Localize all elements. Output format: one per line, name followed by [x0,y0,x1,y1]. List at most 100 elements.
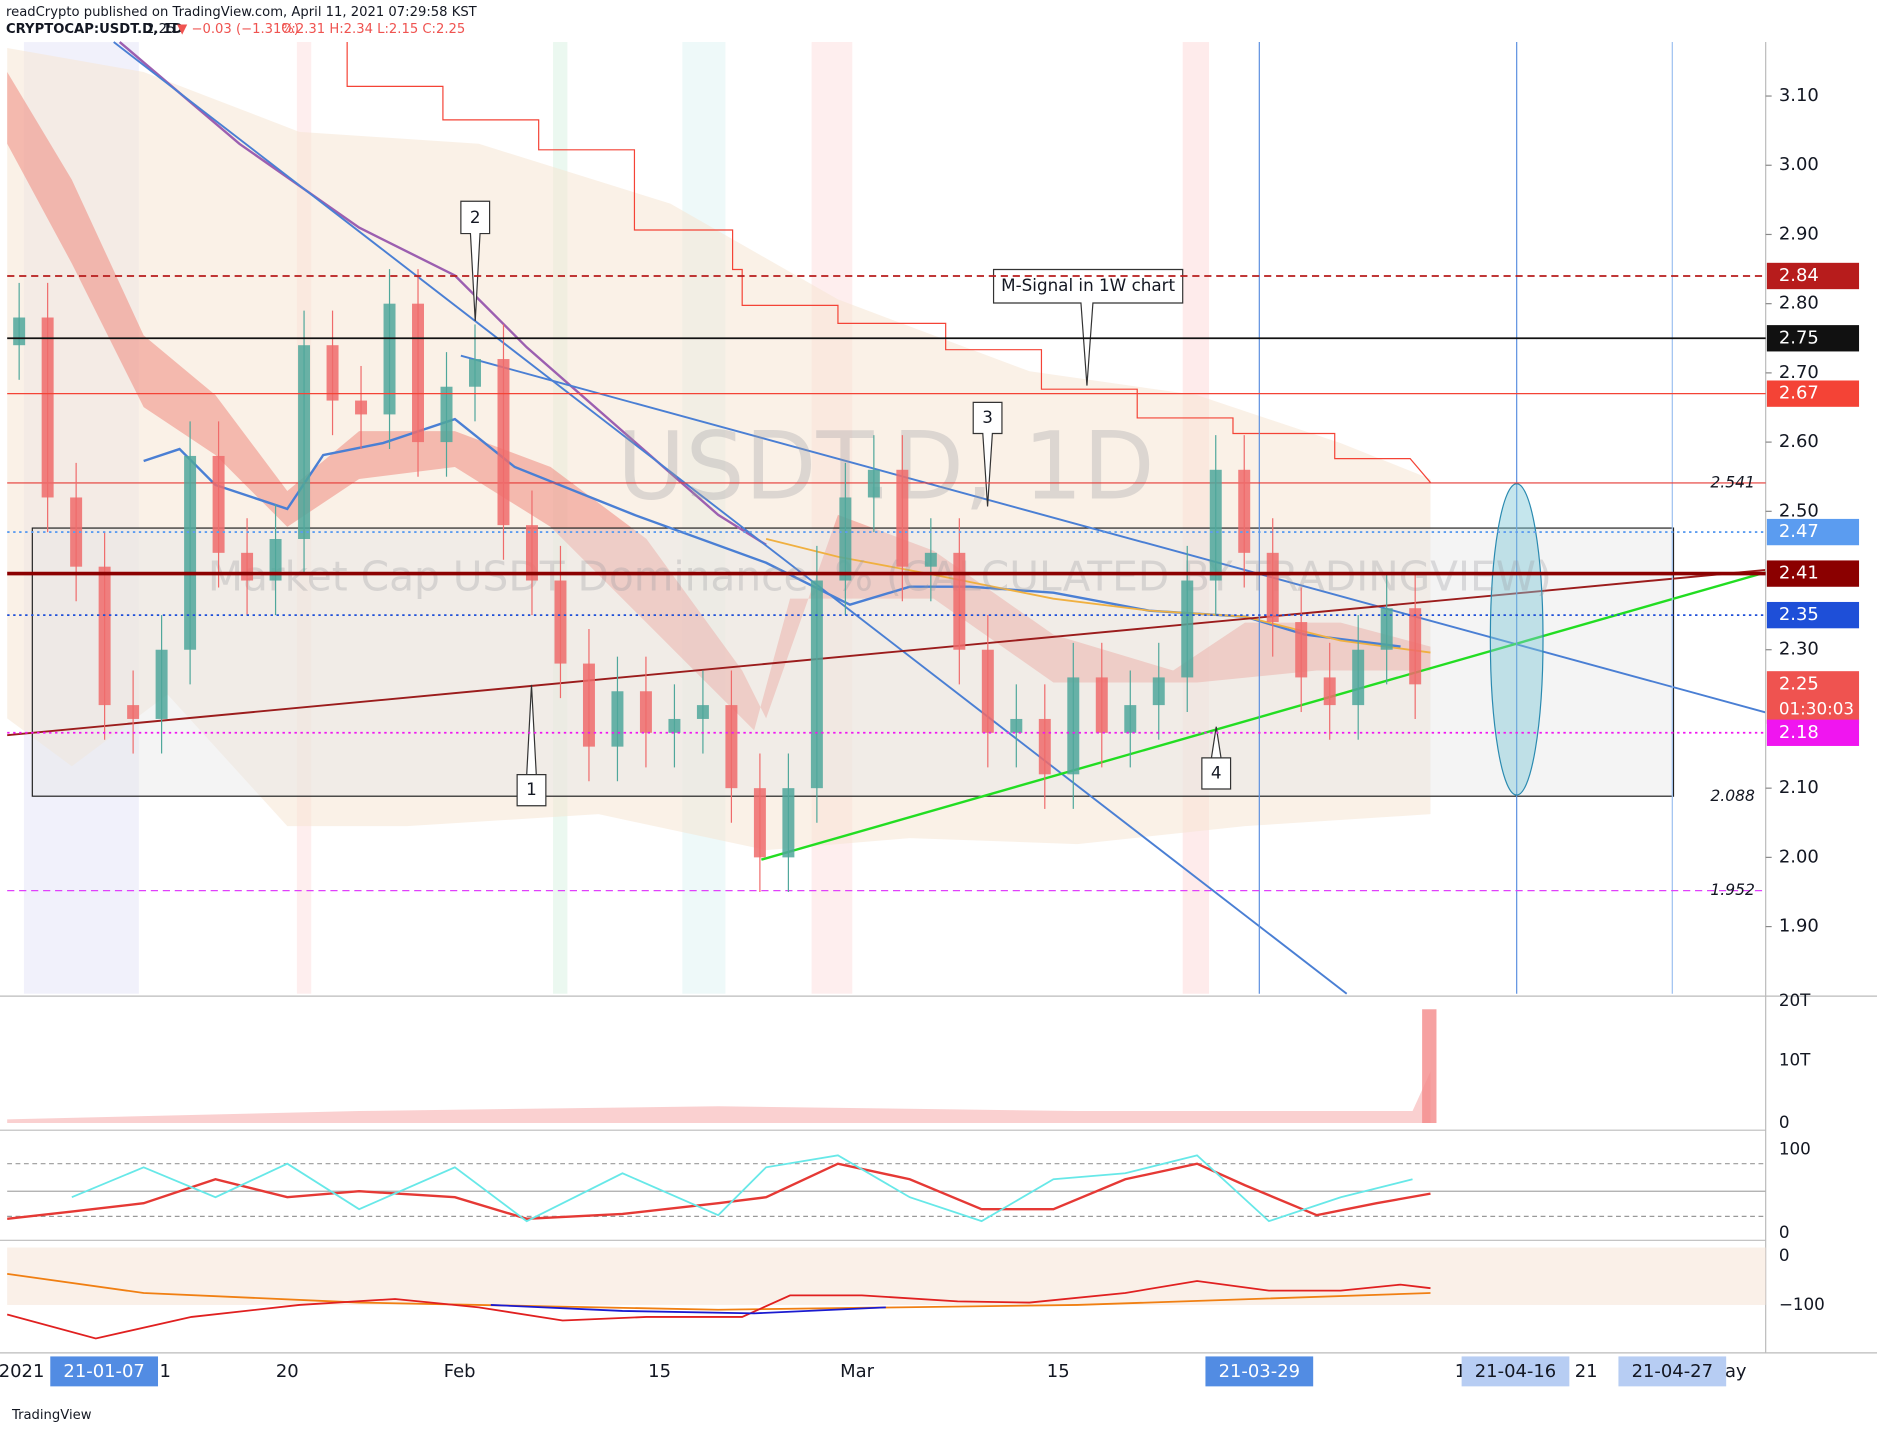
candle-body [896,469,909,567]
price-tag-label: 2.41 [1779,563,1819,584]
price-tag [1766,325,1860,352]
level-label: 2.088 [1710,787,1755,805]
price-tag-label: 2.75 [1779,327,1819,348]
level-label: 1.952 [1710,881,1755,899]
date-label: 20 [276,1361,299,1382]
y-tick-label: 2.90 [1779,223,1819,244]
m-signal-label: M-Signal in 1W chart [1001,275,1175,295]
date-label: ay [1725,1361,1747,1382]
price-tag-label: 2.67 [1779,383,1819,404]
candle-body [696,705,709,719]
watermark-subtitle: Market Cap USDT Dominance, % (CALCULATED… [208,553,1552,601]
price-tag [1766,380,1860,407]
candle-body [1380,608,1393,650]
candle-body [412,303,425,443]
candle-body [867,469,880,498]
date-label: 1 [159,1361,170,1382]
callouts [460,200,1232,807]
y-tick-label: 3.00 [1779,154,1819,175]
candle-body [1038,718,1051,775]
candle-body [1152,677,1165,706]
candle-body [13,317,26,346]
candle-body [440,386,453,443]
price-tag [1766,262,1860,290]
y-tick-label: 3.10 [1779,85,1819,106]
candle-body [525,525,538,581]
callout: 1 [526,779,537,799]
candle-body [1181,580,1194,678]
candle-body [924,552,937,567]
price-tag-label: 2.84 [1779,265,1819,286]
candle-body [1266,552,1279,623]
candle-body [839,497,852,581]
y-tick-label: 1.90 [1779,916,1819,937]
candle-body [269,538,282,581]
y-tick-label: 2.10 [1779,777,1819,798]
candle-body [41,317,54,498]
publisher: readCrypto published on TradingView.com,… [6,5,478,20]
candle-body [326,345,339,401]
last: 2.25 [146,22,175,37]
candle-body [1067,677,1080,775]
y-tick-label: 2.30 [1779,639,1819,660]
date-highlight [1205,1356,1314,1387]
candle-body [953,552,966,650]
level-label: 2.541 [1710,473,1755,491]
candle-body [725,705,738,789]
callout: 3 [982,407,993,427]
pane-tick-label: 0 [1779,1245,1790,1265]
candle-body [469,359,481,387]
candle-body [241,552,254,581]
candle-body [98,566,111,706]
price-tag [1766,601,1860,629]
candle-body [155,649,168,719]
date-label: 21-01-07 [63,1361,144,1382]
price-tag [1766,671,1860,724]
pane-tick-label: 100 [1779,1138,1811,1158]
date-highlight [50,1356,159,1387]
price-tag [1766,518,1860,546]
pane-tick-label: 0 [1779,1222,1790,1242]
symbol: CRYPTOCAP:USDT.D, 1D [6,22,183,37]
watermark: USDT.D, 1D [617,412,1155,521]
candle-body [127,705,140,719]
candle-body [184,455,197,650]
candle-body [1295,622,1308,678]
candle-body [611,691,624,747]
y-tick-label: 2.80 [1779,293,1819,314]
date-highlight [1461,1356,1570,1387]
callout: 4 [1211,762,1222,782]
price-tag-label: 2.47 [1779,521,1819,542]
candle-body [497,359,510,526]
candle-body [1352,649,1365,706]
date-label: 21-04-27 [1632,1361,1713,1382]
candle-body [1124,705,1137,733]
candle-body [668,718,681,733]
pane-tick-label: −100 [1779,1294,1825,1314]
candle-body [639,691,652,733]
price-tag [1766,560,1860,587]
candle-body [1209,469,1222,581]
date-label: 1 [1455,1361,1466,1382]
candle-body [582,663,595,747]
candle-body [810,580,823,789]
candle-body [212,455,225,553]
countdown: 01:30:03 [1779,698,1854,718]
pane-tick-label: 20T [1779,990,1811,1010]
candle-body [1323,677,1336,706]
date-label: 21-03-29 [1219,1361,1300,1382]
candle-body [1010,718,1023,733]
y-tick-label: 2.60 [1779,431,1819,452]
panes [0,42,1877,1354]
candle-body [355,400,368,415]
candle-body [981,649,994,733]
date-label: 15 [648,1361,671,1382]
ohlc: O:2.31 H:2.34 L:2.15 C:2.25 [281,22,465,37]
y-tick-label: 2.50 [1779,500,1819,521]
date-label: 21-04-16 [1475,1361,1556,1382]
pane-tick-label: 0 [1779,1112,1790,1132]
date-label: 2021 [0,1361,44,1382]
change: ▼ −0.03 (−1.31%) [177,22,299,37]
